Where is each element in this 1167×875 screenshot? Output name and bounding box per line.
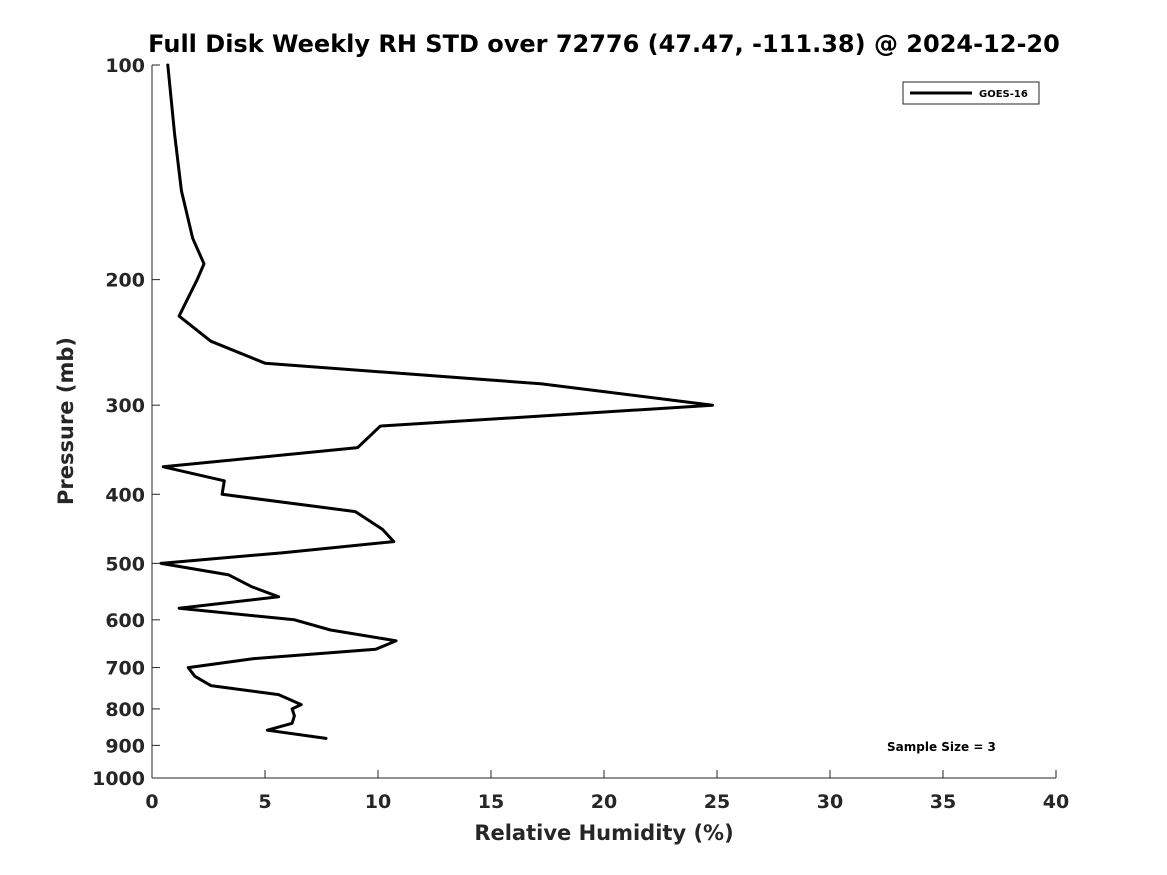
- x-axis-label: Relative Humidity (%): [474, 821, 733, 845]
- legend: GOES-16: [902, 81, 1040, 105]
- y-tick-label-200: 200: [105, 270, 145, 292]
- y-tick-label-300: 300: [105, 395, 145, 417]
- y-tick-label-900: 900: [105, 735, 145, 757]
- x-tick-label-40: 40: [1043, 791, 1069, 813]
- x-ticks: 0 5 10 15 20 25 30 35 40: [145, 770, 1069, 813]
- chart-title: Full Disk Weekly RH STD over 72776 (47.4…: [148, 30, 1060, 58]
- y-tick-label-600: 600: [105, 610, 145, 632]
- x-tick-label-10: 10: [365, 791, 391, 813]
- y-axis-label: Pressure (mb): [54, 337, 78, 505]
- y-tick-label-500: 500: [105, 553, 145, 575]
- x-tick-label-20: 20: [591, 791, 617, 813]
- sample-size-annotation: Sample Size = 3: [887, 740, 996, 754]
- y-tick-label-700: 700: [105, 658, 145, 680]
- series-layer: [159, 63, 714, 740]
- y-tick-label-400: 400: [105, 484, 145, 506]
- y-tick-label-100: 100: [105, 55, 145, 77]
- x-tick-label-15: 15: [478, 791, 504, 813]
- x-tick-label-0: 0: [145, 791, 158, 813]
- x-tick-label-25: 25: [704, 791, 730, 813]
- y-tick-label-800: 800: [105, 699, 145, 721]
- y-ticks: 100 200 300 400 500 600 700 800 900 1000: [92, 55, 160, 790]
- legend-label-goes-16: GOES-16: [979, 89, 1028, 100]
- x-tick-label-35: 35: [930, 791, 956, 813]
- series-line-goes-16: [159, 63, 714, 740]
- axes: [151, 65, 1056, 779]
- y-tick-label-1000: 1000: [92, 768, 145, 790]
- x-tick-label-30: 30: [817, 791, 843, 813]
- x-tick-label-5: 5: [258, 791, 271, 813]
